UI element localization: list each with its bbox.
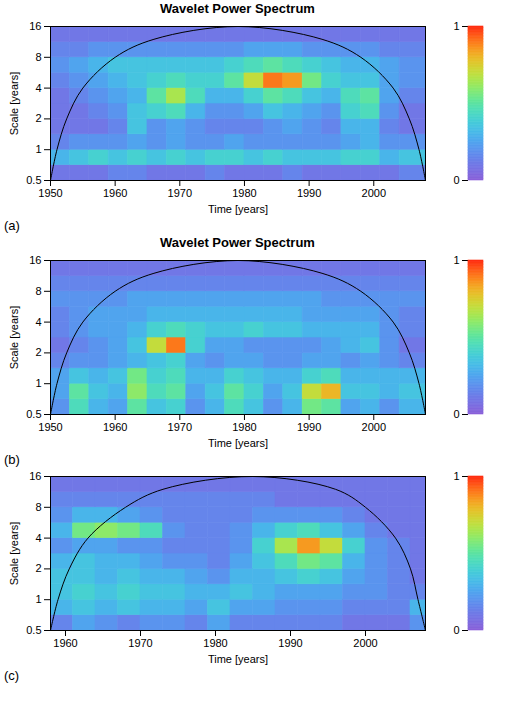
svg-text:Time [years]: Time [years] <box>208 437 268 449</box>
svg-text:2000: 2000 <box>362 187 386 199</box>
svg-text:0.5: 0.5 <box>26 408 41 420</box>
svg-text:16: 16 <box>29 254 41 266</box>
svg-text:1950: 1950 <box>38 421 62 433</box>
svg-text:1970: 1970 <box>128 637 152 649</box>
svg-text:4: 4 <box>35 82 41 94</box>
svg-text:0.5: 0.5 <box>26 174 41 186</box>
svg-text:8: 8 <box>35 285 41 297</box>
svg-text:Scale [years]: Scale [years] <box>8 306 20 370</box>
svg-text:1960: 1960 <box>53 637 77 649</box>
svg-text:0: 0 <box>453 624 459 636</box>
html-text:Wavelet Power Spectrum: Wavelet Power Spectrum <box>160 1 315 16</box>
svg-text:2000: 2000 <box>362 421 386 433</box>
svg-text:4: 4 <box>35 316 41 328</box>
svg-text:1980: 1980 <box>232 421 256 433</box>
svg-text:8: 8 <box>35 51 41 63</box>
svg-text:1: 1 <box>35 143 41 155</box>
svg-text:1: 1 <box>35 377 41 389</box>
html-text:Wavelet Power Spectrum: Wavelet Power Spectrum <box>160 235 315 250</box>
svg-text:1980: 1980 <box>232 187 256 199</box>
html-text:(b): (b) <box>4 452 20 467</box>
svg-text:1970: 1970 <box>168 187 192 199</box>
svg-text:1: 1 <box>453 20 459 32</box>
svg-text:Scale [years]: Scale [years] <box>8 522 20 586</box>
svg-text:8: 8 <box>35 501 41 513</box>
svg-text:1980: 1980 <box>203 637 227 649</box>
svg-text:16: 16 <box>29 470 41 482</box>
svg-text:1: 1 <box>453 470 459 482</box>
svg-text:Scale [years]: Scale [years] <box>8 72 20 136</box>
svg-text:2: 2 <box>35 562 41 574</box>
svg-text:2: 2 <box>35 346 41 358</box>
svg-text:1950: 1950 <box>38 187 62 199</box>
svg-text:1990: 1990 <box>297 187 321 199</box>
svg-text:16: 16 <box>29 20 41 32</box>
svg-text:1990: 1990 <box>297 421 321 433</box>
svg-text:1960: 1960 <box>103 187 127 199</box>
svg-text:1: 1 <box>35 593 41 605</box>
svg-text:Time [years]: Time [years] <box>208 203 268 215</box>
svg-text:0.5: 0.5 <box>26 624 41 636</box>
svg-text:2: 2 <box>35 112 41 124</box>
svg-text:4: 4 <box>35 532 41 544</box>
svg-text:Time [years]: Time [years] <box>208 653 268 665</box>
svg-text:1970: 1970 <box>168 421 192 433</box>
svg-text:0: 0 <box>453 174 459 186</box>
svg-text:1960: 1960 <box>103 421 127 433</box>
svg-text:0: 0 <box>453 408 459 420</box>
svg-text:1990: 1990 <box>278 637 302 649</box>
html-text:(c): (c) <box>4 668 20 683</box>
html-text:(a): (a) <box>4 218 20 233</box>
svg-text:2000: 2000 <box>353 637 377 649</box>
svg-text:1: 1 <box>453 254 459 266</box>
